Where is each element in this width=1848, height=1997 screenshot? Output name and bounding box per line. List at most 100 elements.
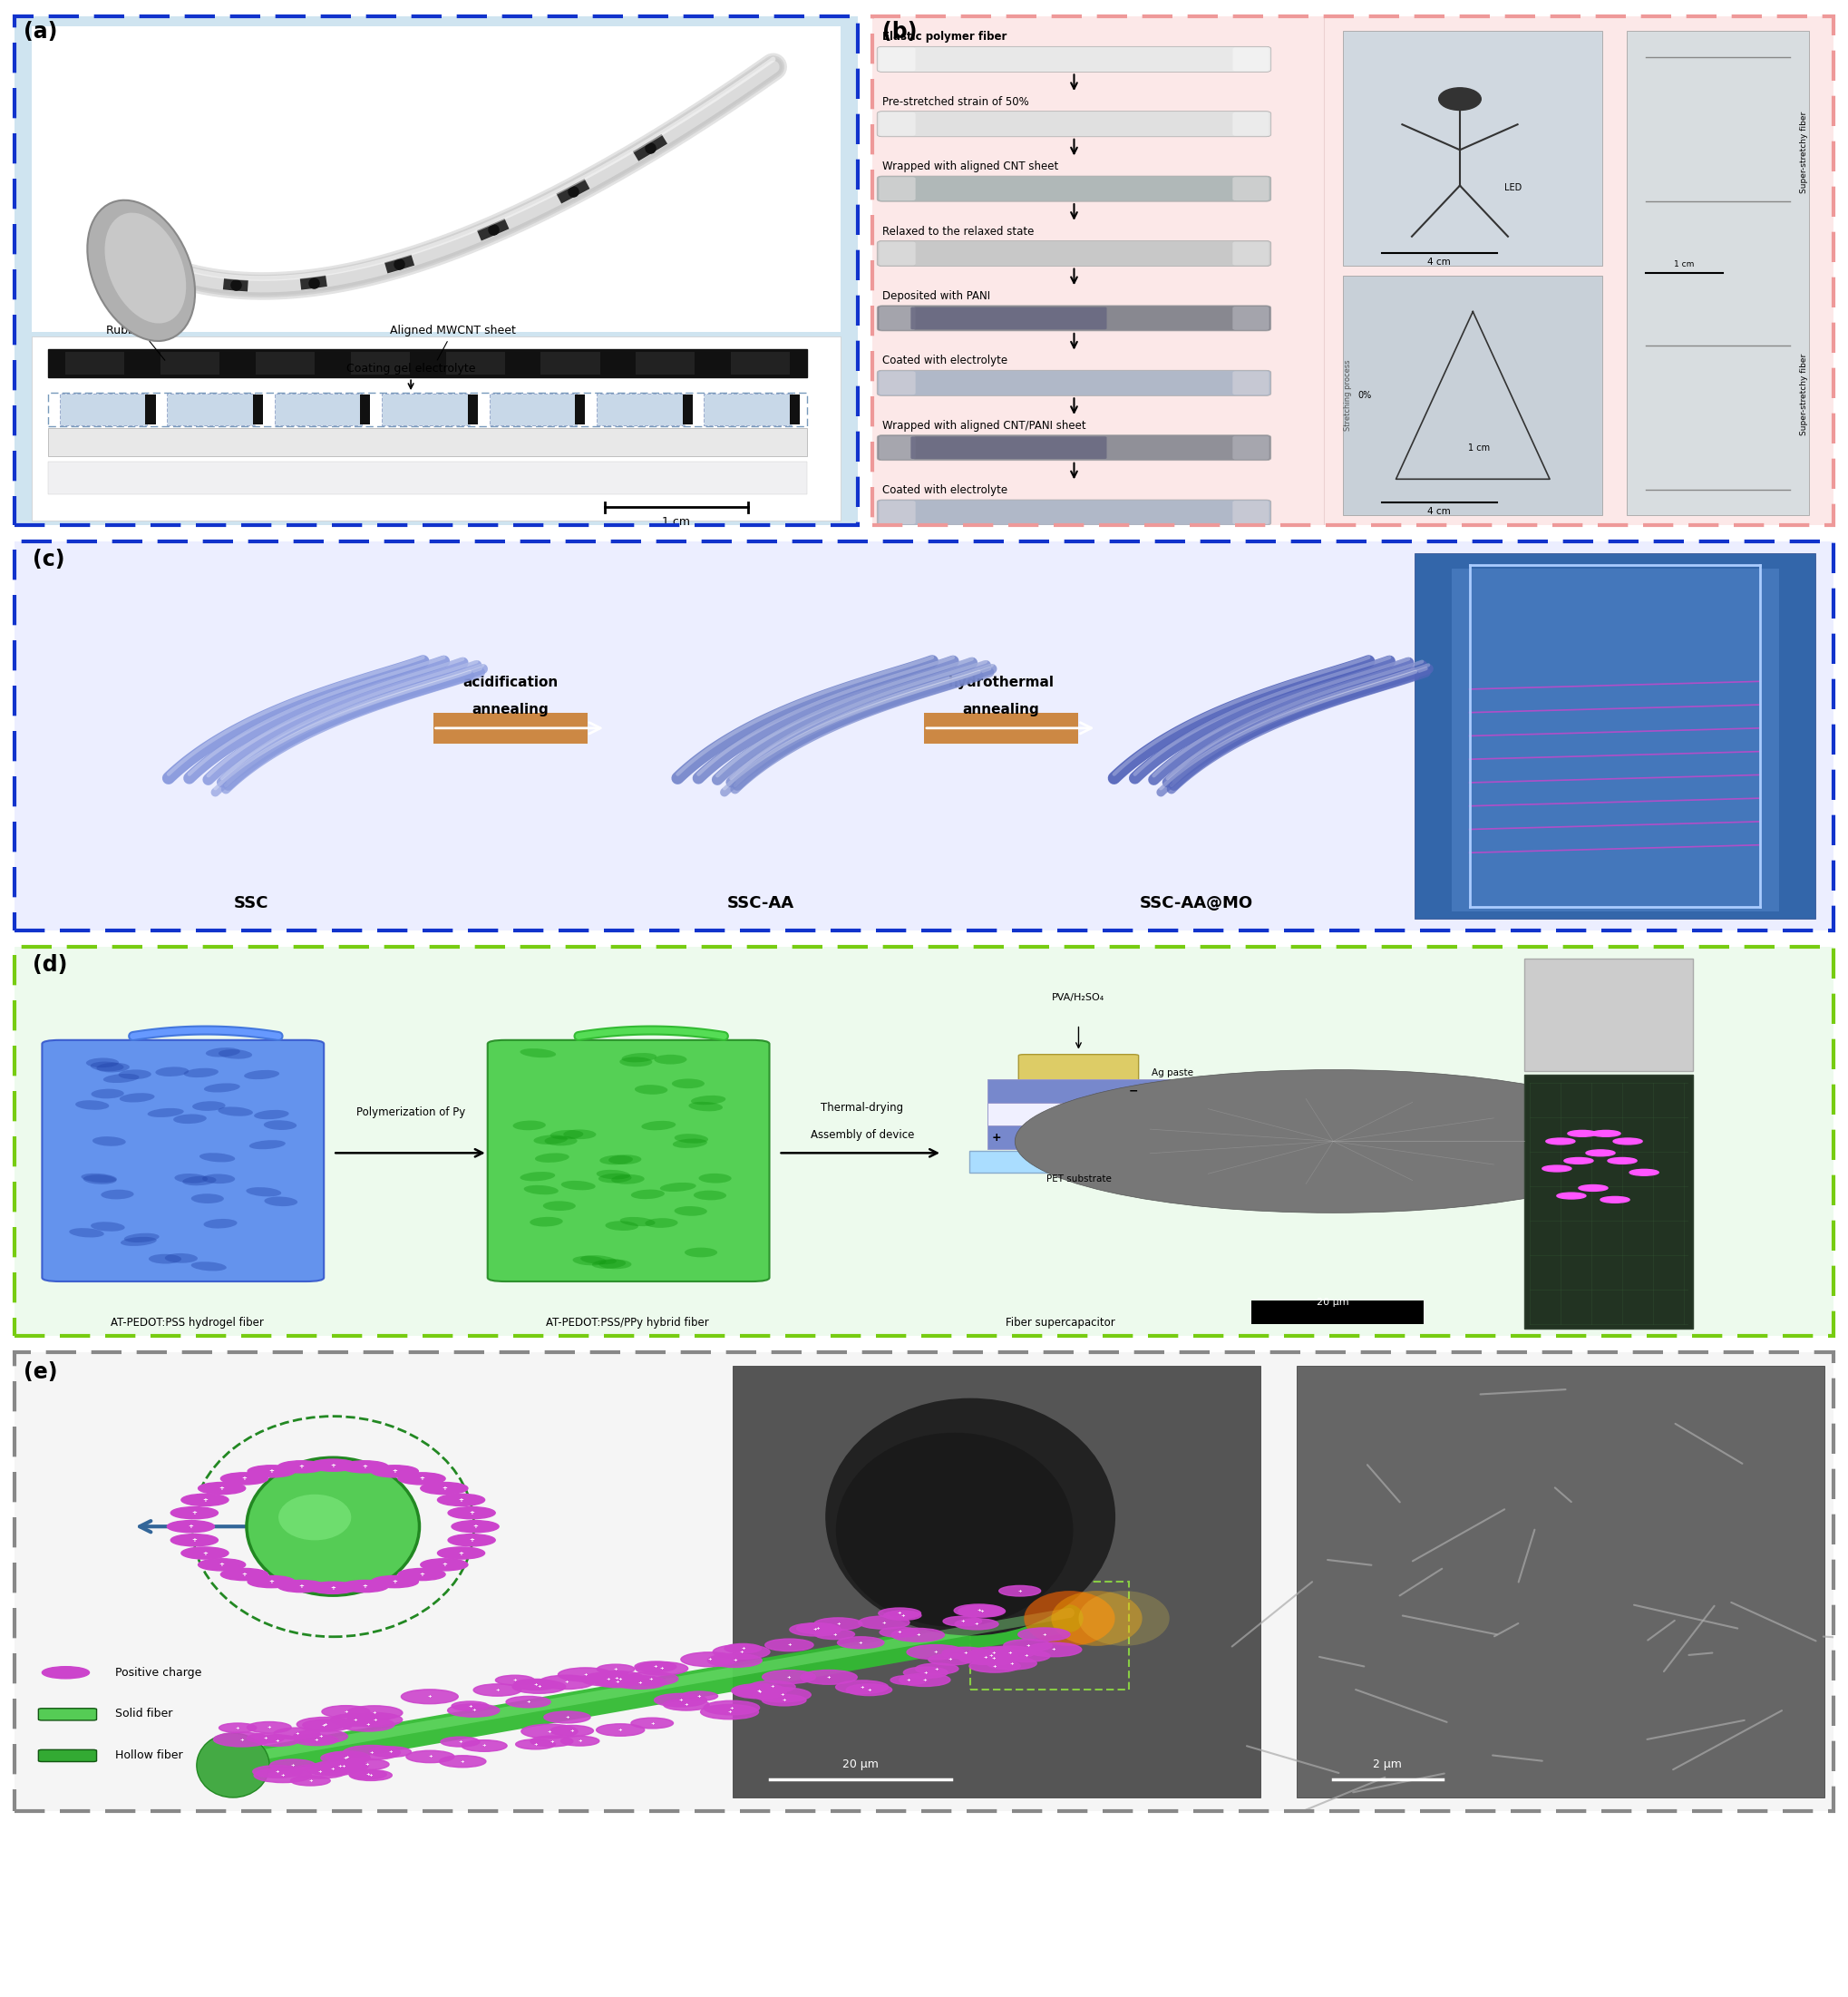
FancyBboxPatch shape — [43, 1040, 323, 1282]
Ellipse shape — [102, 1190, 133, 1200]
Text: +: + — [370, 1749, 373, 1755]
Text: +: + — [264, 1735, 268, 1739]
Circle shape — [370, 1747, 410, 1757]
Ellipse shape — [218, 1048, 251, 1058]
Ellipse shape — [691, 1096, 726, 1104]
Circle shape — [942, 1648, 989, 1660]
Text: 4 cm: 4 cm — [1427, 507, 1451, 517]
Text: Fiber supercapacitor: Fiber supercapacitor — [1005, 1316, 1114, 1328]
FancyBboxPatch shape — [488, 1040, 769, 1282]
Circle shape — [447, 1534, 495, 1546]
Text: +: + — [331, 1767, 334, 1771]
FancyBboxPatch shape — [880, 501, 915, 523]
Ellipse shape — [608, 1154, 641, 1164]
Text: Thermal-drying: Thermal-drying — [821, 1102, 904, 1114]
Circle shape — [835, 1679, 889, 1693]
Text: +: + — [242, 1476, 248, 1482]
FancyBboxPatch shape — [575, 395, 586, 425]
Circle shape — [985, 1646, 1035, 1660]
Circle shape — [754, 1687, 811, 1701]
Circle shape — [724, 1644, 761, 1654]
Circle shape — [440, 1755, 486, 1767]
FancyBboxPatch shape — [878, 369, 1271, 395]
Circle shape — [708, 1654, 761, 1667]
Circle shape — [530, 1735, 573, 1747]
Circle shape — [883, 1612, 920, 1620]
Ellipse shape — [1015, 1070, 1652, 1212]
Ellipse shape — [205, 1048, 240, 1056]
Text: +: + — [992, 1664, 996, 1667]
Ellipse shape — [124, 1232, 159, 1242]
Text: Coating gel electrolyte: Coating gel electrolyte — [346, 363, 475, 375]
Text: +: + — [527, 1699, 530, 1703]
FancyBboxPatch shape — [1233, 178, 1270, 200]
Text: +: + — [473, 1524, 479, 1530]
Circle shape — [748, 1681, 795, 1693]
FancyBboxPatch shape — [15, 541, 1833, 931]
Circle shape — [346, 1705, 403, 1719]
Circle shape — [680, 1691, 717, 1701]
Ellipse shape — [183, 1068, 218, 1078]
Circle shape — [900, 1673, 950, 1685]
FancyBboxPatch shape — [468, 395, 479, 425]
Circle shape — [597, 1723, 645, 1735]
Circle shape — [1613, 1138, 1643, 1144]
Text: +: + — [660, 1665, 663, 1671]
Ellipse shape — [534, 1152, 569, 1162]
Circle shape — [166, 1520, 214, 1532]
Circle shape — [253, 1767, 312, 1783]
Ellipse shape — [599, 1154, 632, 1164]
Text: +: + — [606, 1677, 610, 1681]
FancyBboxPatch shape — [48, 349, 808, 377]
Text: +: + — [578, 1739, 582, 1743]
FancyBboxPatch shape — [1525, 959, 1693, 1070]
Ellipse shape — [641, 1120, 676, 1130]
Ellipse shape — [200, 1152, 235, 1162]
Ellipse shape — [660, 1182, 697, 1192]
Text: +: + — [318, 1769, 322, 1773]
Text: +: + — [619, 1727, 623, 1731]
Circle shape — [320, 1759, 368, 1771]
Circle shape — [796, 1624, 839, 1634]
FancyBboxPatch shape — [15, 947, 1833, 1336]
Ellipse shape — [619, 1056, 652, 1066]
Text: 20 μm: 20 μm — [1318, 1298, 1349, 1306]
Text: +: + — [739, 1650, 743, 1654]
Circle shape — [1547, 1138, 1574, 1144]
Circle shape — [170, 1508, 218, 1520]
Text: +: + — [240, 1737, 244, 1741]
Text: +: + — [732, 1658, 737, 1664]
Text: +: + — [549, 1739, 554, 1743]
FancyBboxPatch shape — [1525, 1074, 1693, 1328]
FancyBboxPatch shape — [541, 351, 601, 375]
FancyBboxPatch shape — [987, 1126, 1170, 1148]
Circle shape — [597, 1664, 634, 1673]
Text: Deposited with PANI: Deposited with PANI — [881, 290, 991, 302]
Text: +: + — [344, 1709, 347, 1713]
FancyBboxPatch shape — [880, 112, 915, 136]
Text: +: + — [419, 1572, 425, 1578]
Circle shape — [1003, 1650, 1050, 1662]
Text: +: + — [495, 1687, 499, 1691]
Text: +: + — [468, 1703, 473, 1707]
FancyBboxPatch shape — [732, 351, 791, 375]
Circle shape — [761, 1669, 815, 1683]
Circle shape — [1586, 1150, 1615, 1156]
FancyBboxPatch shape — [1626, 32, 1809, 515]
FancyBboxPatch shape — [1416, 553, 1815, 919]
FancyBboxPatch shape — [1233, 501, 1270, 523]
Ellipse shape — [591, 1258, 626, 1268]
FancyBboxPatch shape — [255, 351, 314, 375]
Circle shape — [1556, 1192, 1586, 1198]
Circle shape — [220, 1568, 268, 1580]
FancyBboxPatch shape — [880, 242, 915, 266]
Ellipse shape — [246, 1188, 281, 1196]
Text: +: + — [460, 1759, 464, 1763]
Text: +: + — [654, 1664, 658, 1669]
Text: Coated with electrolyte: Coated with electrolyte — [881, 355, 1007, 367]
Text: +: + — [388, 1749, 392, 1753]
Text: +: + — [344, 1755, 347, 1759]
Circle shape — [506, 1695, 551, 1707]
Text: +: + — [290, 1763, 296, 1767]
Circle shape — [704, 1701, 760, 1715]
